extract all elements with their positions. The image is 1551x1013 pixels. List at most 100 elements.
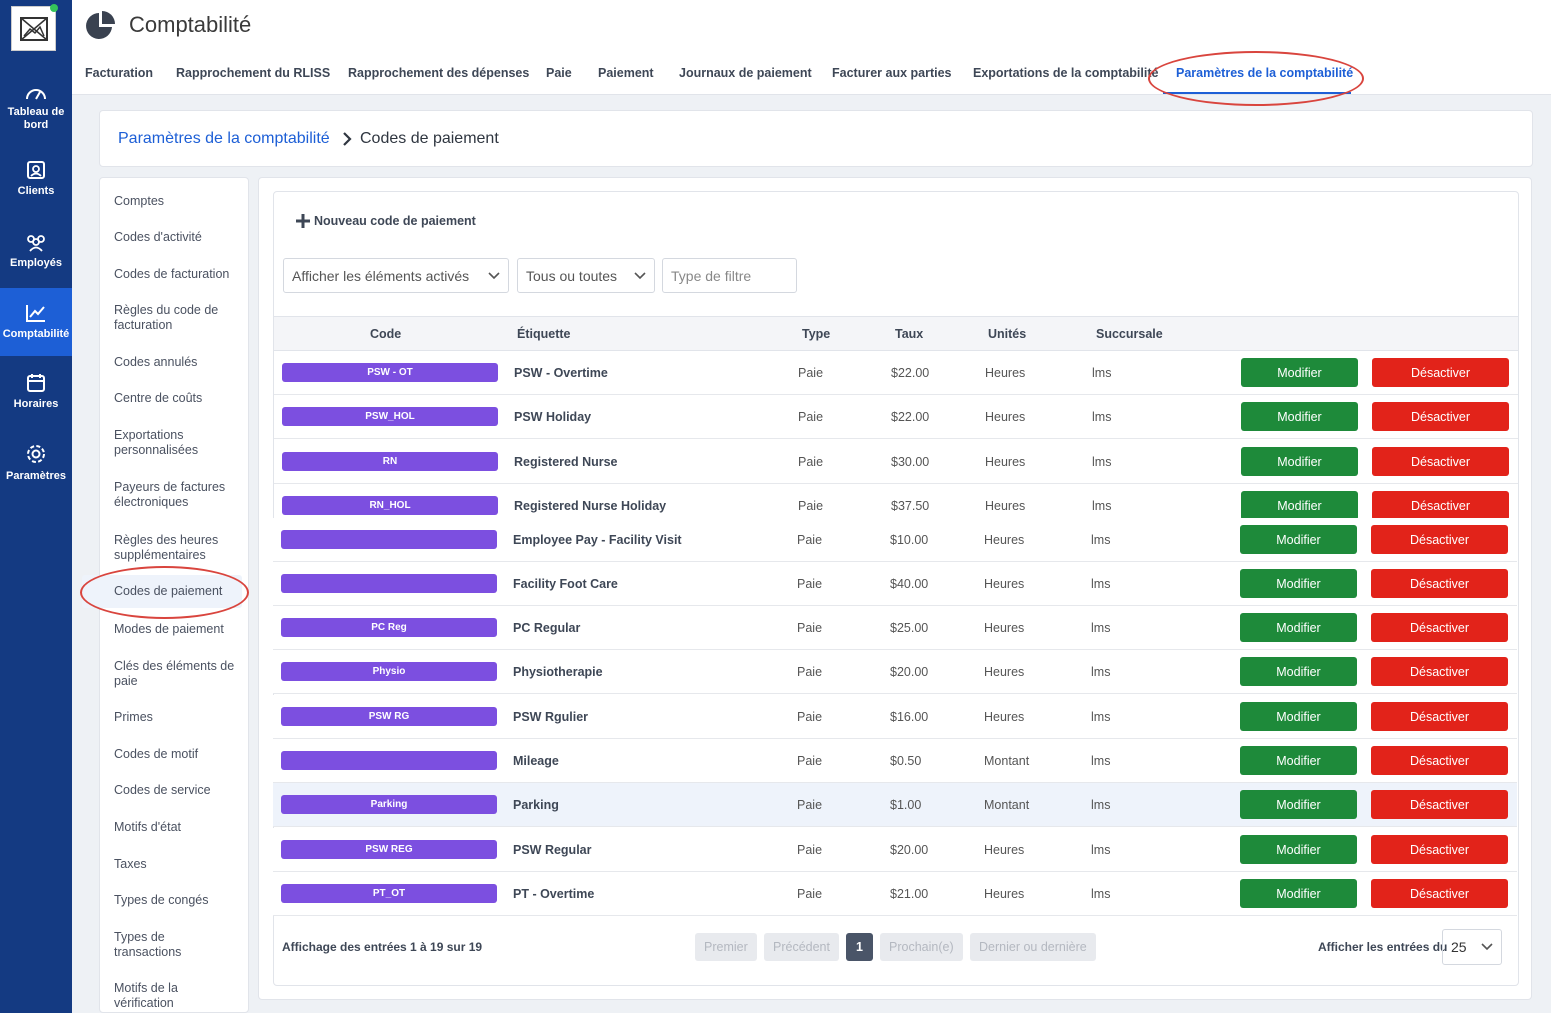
side-menu-item[interactable]: Codes de motif [114, 747, 199, 761]
nav-item-settings[interactable]: Paramètres [0, 443, 72, 493]
tab-bill-parties[interactable]: Facturer aux parties [832, 66, 952, 80]
side-menu-item[interactable]: Motifs de la vérification [114, 981, 178, 1010]
cell-units: Heures [984, 843, 1025, 857]
side-menu-item[interactable]: Codes de facturation [114, 267, 230, 281]
edit-button[interactable]: Modifier [1241, 358, 1358, 387]
side-menu-item[interactable]: Codes d'activité [114, 230, 202, 244]
per-page-select[interactable]: 25 [1442, 929, 1502, 965]
cell-rate: $37.50 [891, 499, 930, 513]
cell-rate: $20.00 [890, 665, 929, 679]
column-header-type[interactable]: Type [802, 327, 831, 341]
deactivate-button[interactable]: Désactiver [1371, 790, 1508, 819]
deactivate-button[interactable]: Désactiver [1372, 447, 1509, 476]
cell-branch: lms [1092, 455, 1112, 469]
deactivate-button[interactable]: Désactiver [1371, 525, 1508, 554]
nav-item-schedules[interactable]: Horaires [0, 373, 72, 423]
column-header-units[interactable]: Unités [988, 327, 1027, 341]
deactivate-button[interactable]: Désactiver [1372, 358, 1509, 387]
tab-payment[interactable]: Paiement [598, 66, 654, 80]
side-menu-item[interactable]: Motifs d'état [114, 820, 181, 834]
cell-type: Paie [798, 455, 824, 469]
next-page-button[interactable]: Prochain(e) [880, 933, 963, 961]
nav-item-employees[interactable]: Employés [0, 232, 72, 282]
edit-button[interactable]: Modifier [1241, 447, 1358, 476]
edit-button[interactable]: Modifier [1240, 657, 1357, 686]
deactivate-button[interactable]: Désactiver [1371, 835, 1508, 864]
edit-button[interactable]: Modifier [1240, 613, 1357, 642]
edit-button[interactable]: Modifier [1240, 879, 1357, 908]
side-menu-item[interactable]: Types de transactions [114, 930, 182, 959]
edit-button[interactable]: Modifier [1241, 402, 1358, 431]
tab-rliss-reconciliation[interactable]: Rapprochement du RLISS [176, 66, 331, 80]
last-page-button[interactable]: Dernier ou dernière [970, 933, 1096, 961]
tab-accounting-settings[interactable]: Paramètres de la comptabilité [1176, 66, 1354, 80]
side-menu-item-active[interactable]: Codes de paiement [82, 575, 242, 608]
cell-label: Physiotherapie [513, 665, 603, 679]
cell-label: Employee Pay - Facility Visit [513, 533, 682, 547]
nav-item-clients[interactable]: Clients [0, 160, 72, 210]
column-header-rate[interactable]: Taux [895, 327, 924, 341]
deactivate-button[interactable]: Désactiver [1371, 613, 1508, 642]
table-header: Code Étiquette Type Taux Unités Succursa… [274, 316, 1518, 351]
code-badge: PC Reg [281, 618, 497, 637]
page-number-button[interactable]: 1 [846, 933, 873, 961]
deactivate-button[interactable]: Désactiver [1371, 657, 1508, 686]
app-logo[interactable] [11, 4, 58, 51]
deactivate-button[interactable]: Désactiver [1371, 569, 1508, 598]
side-menu-item[interactable]: Exportations personnalisées [114, 428, 199, 457]
scope-filter-select[interactable]: Tous ou toutes [517, 258, 655, 293]
edit-button[interactable]: Modifier [1240, 790, 1357, 819]
cell-branch: lms [1091, 798, 1111, 812]
previous-page-button[interactable]: Précédent [764, 933, 839, 961]
tab-payroll[interactable]: Paie [546, 66, 572, 80]
side-menu-item[interactable]: Règles du code de facturation [114, 303, 219, 332]
tab-billing[interactable]: Facturation [85, 66, 154, 80]
deactivate-button[interactable]: Désactiver [1372, 402, 1509, 431]
nav-label: Tableau de bord [7, 105, 65, 131]
cell-type: Paie [798, 410, 824, 424]
side-menu-item[interactable]: Primes [114, 710, 153, 724]
cell-rate: $0.50 [890, 754, 922, 768]
side-menu-item[interactable]: Codes annulés [114, 355, 198, 369]
side-menu-item[interactable]: Clés des éléments de paie [114, 659, 235, 688]
tab-payment-journals[interactable]: Journaux de paiement [679, 66, 812, 80]
cell-type: Paie [798, 499, 824, 513]
status-filter-select[interactable]: Afficher les éléments activés [283, 258, 509, 293]
tab-expense-reconciliation[interactable]: Rapprochement des dépenses [348, 66, 530, 80]
edit-button[interactable]: Modifier [1240, 702, 1357, 731]
side-menu-item[interactable]: Codes de service [114, 783, 211, 797]
side-menu-item[interactable]: Payeurs de factures électroniques [114, 480, 226, 509]
column-header-label[interactable]: Étiquette [517, 327, 571, 341]
edit-button[interactable]: Modifier [1240, 746, 1357, 775]
nav-item-accounting[interactable]: Comptabilité [0, 288, 72, 356]
cell-branch: lms [1091, 843, 1111, 857]
nav-item-dashboard[interactable]: Tableau de bord [0, 78, 72, 138]
cell-units: Montant [984, 754, 1030, 768]
side-menu-item[interactable]: Types de congés [114, 893, 209, 907]
side-menu-item[interactable]: Taxes [114, 857, 147, 871]
cell-branch: lms [1091, 665, 1111, 679]
entries-info: Affichage des entrées 1 à 19 sur 19 [282, 940, 483, 954]
deactivate-button[interactable]: Désactiver [1371, 702, 1508, 731]
new-pay-code-button[interactable]: Nouveau code de paiement [296, 214, 476, 228]
cell-units: Heures [985, 499, 1026, 513]
table-row: PSW RG PSW Rgulier Paie $16.00 Heures lm… [273, 695, 1517, 739]
edit-button[interactable]: Modifier [1240, 835, 1357, 864]
side-menu-item[interactable]: Règles des heures supplémentaires [114, 533, 219, 562]
deactivate-button[interactable]: Désactiver [1371, 879, 1508, 908]
deactivate-button[interactable]: Désactiver [1372, 491, 1509, 518]
side-menu-item[interactable]: Centre de coûts [114, 391, 203, 405]
side-menu-item[interactable]: Comptes [114, 194, 165, 208]
column-header-branch[interactable]: Succursale [1096, 327, 1163, 341]
edit-button[interactable]: Modifier [1241, 491, 1358, 518]
tab-accounting-exports[interactable]: Exportations de la comptabilité [973, 66, 1159, 80]
deactivate-button[interactable]: Désactiver [1371, 746, 1508, 775]
gear-icon [27, 445, 45, 463]
edit-button[interactable]: Modifier [1240, 525, 1357, 554]
filter-type-input[interactable] [662, 258, 797, 293]
side-menu-item[interactable]: Modes de paiement [114, 622, 224, 636]
column-header-code[interactable]: Code [370, 327, 402, 341]
first-page-button[interactable]: Premier [695, 933, 757, 961]
edit-button[interactable]: Modifier [1240, 569, 1357, 598]
breadcrumb-parent-link[interactable]: Paramètres de la comptabilité [118, 130, 330, 147]
